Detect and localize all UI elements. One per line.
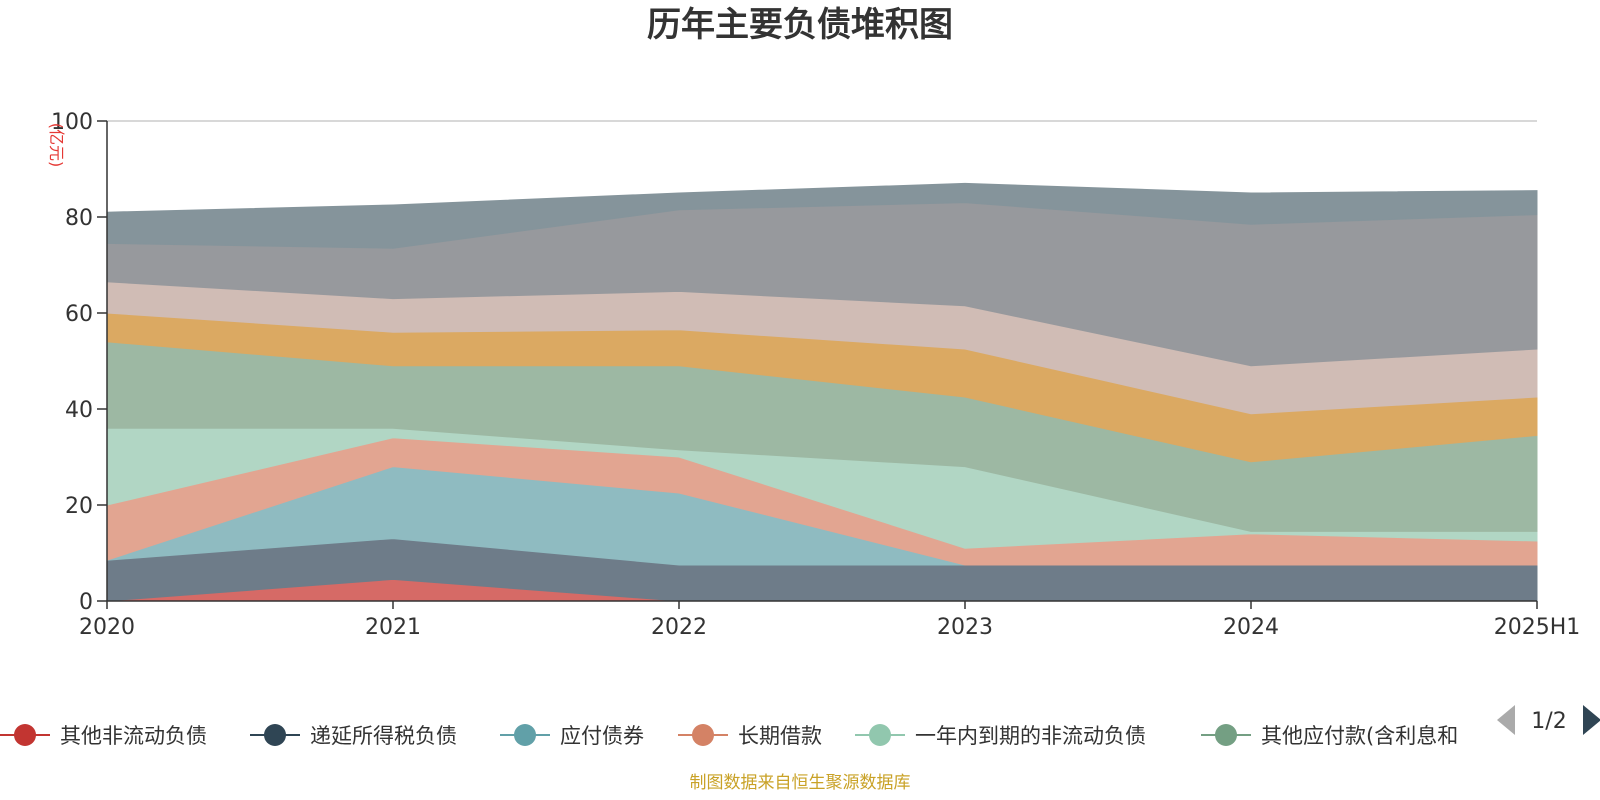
- x-tick-label-2025H1: 2025H1: [1494, 615, 1581, 640]
- axes: 0 20 40 60 80 100 2020 2021 2022 2023 2024 2025H1: [51, 110, 1580, 640]
- x-tick-label-2020: 2020: [79, 615, 135, 640]
- area-series: [106, 182, 1538, 602]
- area-series-10: [106, 182, 1538, 249]
- legend-label-1: 其他非流动负债: [60, 724, 207, 748]
- legend-marker-2: [264, 724, 286, 746]
- y-tick-label-40: 40: [65, 398, 93, 423]
- legend-label-6: 其他应付款(含利息和: [1261, 724, 1458, 748]
- legend-label-4: 长期借款: [738, 724, 822, 748]
- legend-marker-5: [869, 724, 891, 746]
- x-tick-label-2021: 2021: [365, 615, 421, 640]
- chart-title: 历年主要负债堆积图: [647, 5, 953, 45]
- y-tick-label-60: 60: [65, 302, 93, 327]
- y-tick-label-80: 80: [65, 206, 93, 231]
- y-axis-unit-label: (亿元): [47, 123, 66, 168]
- legend-label-2: 递延所得税负债: [310, 724, 457, 748]
- legend-marker-3: [514, 724, 536, 746]
- legend-label-5: 一年内到期的非流动负债: [915, 724, 1146, 748]
- legend-marker-4: [692, 724, 714, 746]
- data-source-note: 制图数据来自恒生聚源数据库: [690, 773, 911, 793]
- y-tick-label-0: 0: [79, 590, 93, 615]
- x-tick-label-2023: 2023: [937, 615, 993, 640]
- x-tick-label-2024: 2024: [1223, 615, 1279, 640]
- legend-marker-6: [1215, 724, 1237, 746]
- x-tick-label-2022: 2022: [651, 615, 707, 640]
- legend-prev-page-icon[interactable]: [1497, 705, 1515, 735]
- legend-pager[interactable]: 1/2: [1497, 705, 1600, 735]
- legend-marker-1: [14, 724, 36, 746]
- legend: 其他非流动负债 递延所得税负债 应付债券 长期借款 一年内到期的非流动负债 其他应付款(含…: [0, 724, 1458, 748]
- legend-label-3: 应付债券: [560, 724, 644, 748]
- y-tick-label-20: 20: [65, 494, 93, 519]
- legend-next-page-icon[interactable]: [1583, 705, 1600, 735]
- legend-page-indicator: 1/2: [1531, 709, 1566, 734]
- y-tick-label-100: 100: [51, 110, 93, 135]
